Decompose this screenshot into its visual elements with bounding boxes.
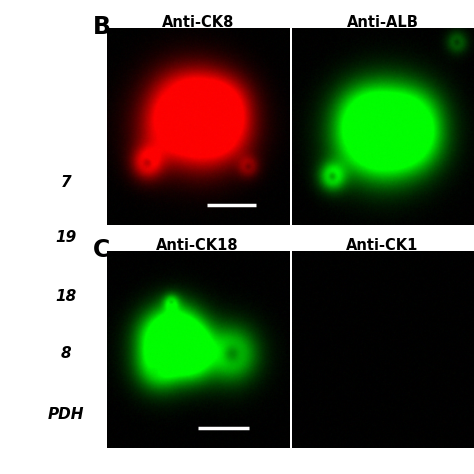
Text: PDH: PDH [48, 407, 85, 422]
Text: 8: 8 [61, 346, 72, 361]
Text: Anti-ALB: Anti-ALB [346, 15, 419, 30]
Text: Anti-CK18: Anti-CK18 [156, 238, 239, 253]
Text: 7: 7 [61, 175, 72, 190]
Text: C: C [93, 238, 110, 262]
Text: 19: 19 [56, 229, 77, 245]
Text: B: B [93, 15, 111, 39]
Text: Anti-CK8: Anti-CK8 [162, 15, 234, 30]
Text: Anti-CK1: Anti-CK1 [346, 238, 419, 253]
Text: 18: 18 [56, 289, 77, 304]
